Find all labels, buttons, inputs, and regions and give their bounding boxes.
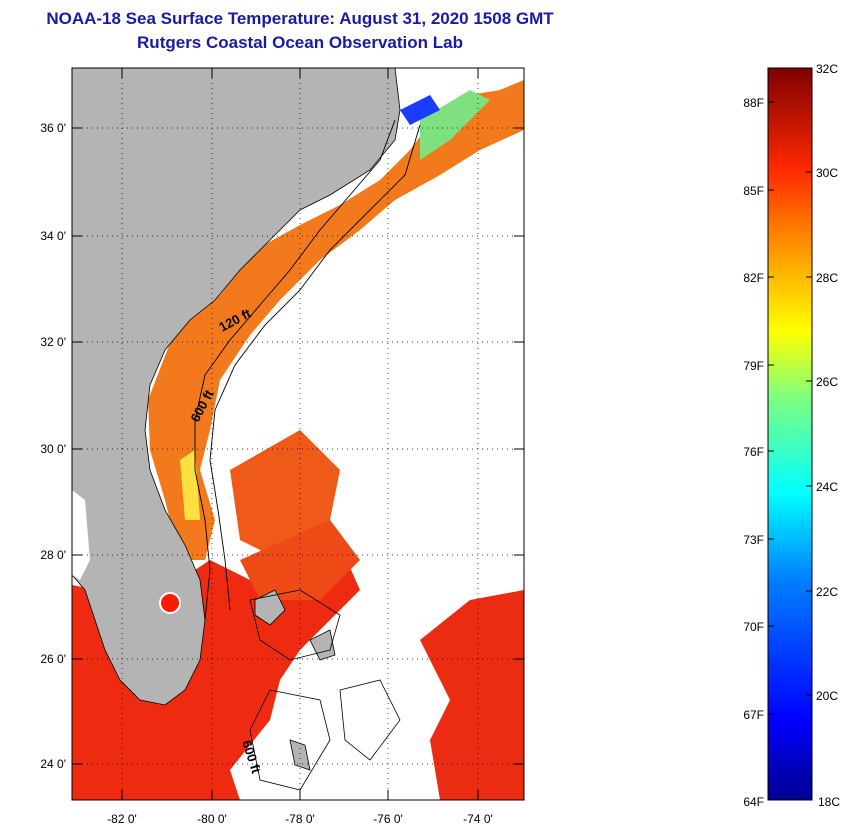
- colorbar-label-22c: 22C: [816, 585, 838, 599]
- bahamas-island-1: [254, 589, 286, 626]
- land-us-southeast: [72, 68, 401, 706]
- colorbar-label-79f: 79F: [743, 359, 764, 373]
- lon-label-76: -76 0': [373, 812, 403, 826]
- lon-label-80: -80 0': [197, 812, 227, 826]
- colorbar-label-64f: 64F: [743, 795, 764, 809]
- map-ticks: [72, 68, 524, 800]
- sst-warm-patch-gulfstream: [230, 430, 340, 560]
- sst-warm-region-southeast: [420, 590, 524, 800]
- colorbar-celsius-ticks: [806, 171, 812, 696]
- colorbar-label-18c: 18C: [818, 795, 840, 809]
- colorbar-label-76f: 76F: [743, 445, 764, 459]
- gulf-water: [72, 490, 90, 580]
- contour-120ft: [194, 119, 396, 621]
- lat-label-24: 24 0': [40, 757, 66, 771]
- lon-label-82: -82 0': [107, 812, 137, 826]
- sst-warm-patch-central: [240, 520, 360, 600]
- lon-label-78: -78 0': [285, 812, 315, 826]
- colorbar-label-67f: 67F: [743, 708, 764, 722]
- colorbar-label-30c: 30C: [816, 166, 838, 180]
- colorbar-label-82f: 82F: [743, 271, 764, 285]
- lat-label-26: 26 0': [40, 652, 66, 666]
- lat-label-32: 32 0': [40, 335, 66, 349]
- colorbar-fahrenheit-ticks: [768, 101, 774, 715]
- colorbar-label-32c: 32C: [816, 62, 838, 76]
- colorbar-label-70f: 70F: [743, 620, 764, 634]
- map-subtitle: Rutgers Coastal Ocean Observation Lab: [137, 33, 463, 52]
- colorbar-label-20c: 20C: [816, 689, 838, 703]
- colorbar-label-88f: 88F: [743, 96, 764, 110]
- lat-label-28: 28 0': [40, 548, 66, 562]
- sst-cold-patch-north: [400, 95, 440, 125]
- colorbar-label-28c: 28C: [816, 271, 838, 285]
- colorbar-label-85f: 85F: [743, 184, 764, 198]
- lake-okeechobee: [159, 592, 181, 614]
- lon-label-74: -74 0': [463, 812, 493, 826]
- map-gridlines: [72, 68, 524, 800]
- colorbar-label-73f: 73F: [743, 533, 764, 547]
- map-frame: [71, 67, 525, 801]
- map-title: NOAA-18 Sea Surface Temperature: August …: [46, 9, 554, 28]
- colorbar-label-26c: 26C: [816, 375, 838, 389]
- colorbar-label-24c: 24C: [816, 480, 838, 494]
- lat-label-30: 30 0': [40, 442, 66, 456]
- lat-label-36: 36 0': [40, 121, 66, 135]
- colorbar: [767, 67, 813, 801]
- contour-600ft: [209, 124, 421, 611]
- lat-label-34: 34 0': [40, 229, 66, 243]
- sst-cool-patch-north: [420, 90, 490, 160]
